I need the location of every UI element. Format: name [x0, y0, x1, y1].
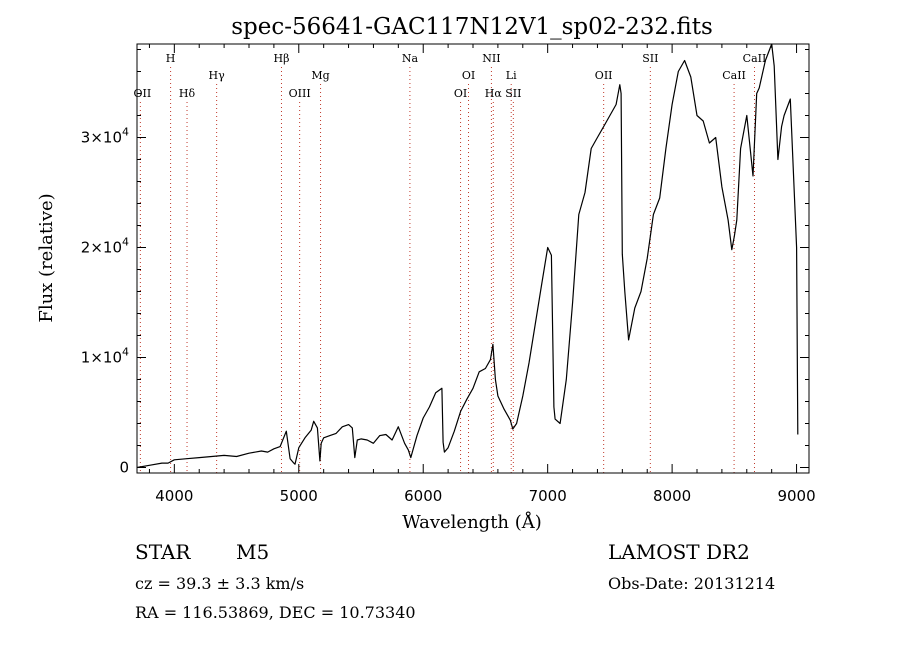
line-marker-label: OII — [134, 87, 152, 100]
line-marker-label: OI — [462, 69, 475, 82]
x-tick-label: 5000 — [280, 487, 318, 505]
y-axis-ticks: 0 1×104 2×104 3×104 — [81, 49, 809, 477]
line-marker-label: SII — [505, 87, 521, 100]
line-marker-label: Hδ — [179, 87, 196, 100]
x-tick-label: 6000 — [404, 487, 442, 505]
line-marker-label: Mg — [311, 69, 329, 82]
plot-frame — [136, 43, 810, 474]
x-tick-label: 9000 — [777, 487, 815, 505]
x-tick-label: 4000 — [155, 487, 193, 505]
line-marker-label: OI — [454, 87, 467, 100]
x-axis-ticks: 4000 5000 6000 7000 8000 9000 — [148, 44, 816, 505]
x-tick-label: 8000 — [653, 487, 691, 505]
y-tick-label: 2×104 — [81, 236, 129, 257]
line-marker-label: SII — [642, 52, 658, 65]
survey-name: LAMOST DR2 — [608, 540, 750, 564]
redshift-cz: cz = 39.3 ± 3.3 km/s — [135, 574, 305, 593]
x-tick-label: 7000 — [529, 487, 567, 505]
line-marker-label: Hγ — [209, 69, 226, 82]
line-marker-label: NII — [482, 52, 500, 65]
line-marker-label: H — [166, 52, 176, 65]
spectral-subclass: M5 — [236, 540, 270, 564]
chart-title: spec-56641-GAC117N12V1_sp02-232.fits — [231, 14, 713, 40]
object-type: STAR — [135, 540, 191, 564]
line-marker-label: OII — [595, 69, 613, 82]
x-axis-label: Wavelength (Å) — [402, 511, 542, 533]
spectrum-line — [136, 43, 799, 469]
line-marker-label: CaII — [743, 52, 767, 65]
line-marker-label: CaII — [722, 69, 746, 82]
line-marker-label: Hα — [485, 87, 503, 100]
coordinates: RA = 116.53869, DEC = 10.73340 — [135, 603, 416, 622]
y-tick-label: 3×104 — [81, 126, 129, 147]
line-marker-label: Na — [402, 52, 419, 65]
y-tick-label: 1×104 — [81, 346, 129, 367]
line-marker-label: Li — [506, 69, 517, 82]
y-axis-label: Flux (relative) — [36, 193, 57, 322]
line-marker-label: Hβ — [274, 52, 290, 65]
spectrum-chart: spec-56641-GAC117N12V1_sp02-232.fits OII… — [36, 14, 816, 533]
observation-date: Obs-Date: 20131214 — [608, 574, 776, 593]
line-marker-label: OIII — [289, 87, 311, 100]
y-tick-label: 0 — [119, 459, 129, 477]
